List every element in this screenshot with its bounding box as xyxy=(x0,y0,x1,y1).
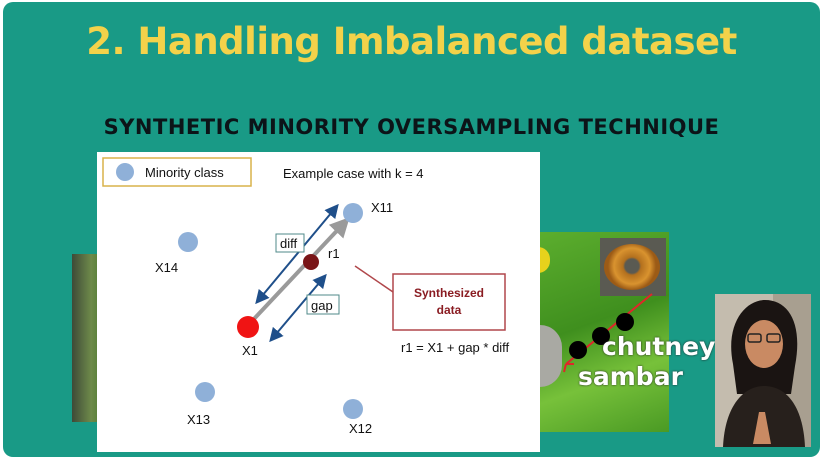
chutney-label: chutney xyxy=(602,332,716,361)
synth-callout-line xyxy=(354,265,394,293)
point-x12 xyxy=(343,399,363,419)
black-dot-1 xyxy=(569,341,587,359)
legend-minority-marker xyxy=(116,163,134,181)
point-x14-label: X14 xyxy=(155,260,178,275)
glasses-left xyxy=(747,333,762,343)
point-x1 xyxy=(237,316,259,338)
point-x14 xyxy=(178,232,198,252)
gap-label-box xyxy=(306,294,340,315)
synth-line1: Synthesized xyxy=(414,286,484,300)
point-x12-label: X12 xyxy=(349,421,372,436)
point-x13-label: X13 xyxy=(187,412,210,427)
synth-line2: data xyxy=(437,303,462,317)
black-dot-2 xyxy=(592,327,610,345)
presenter-figure xyxy=(715,294,811,447)
chutney-sambar-overlay xyxy=(563,293,653,373)
diff-arrow xyxy=(255,203,339,305)
vada-image xyxy=(600,238,666,296)
smote-diagram-panel: Minority class Example case with k = 4 d… xyxy=(97,152,540,452)
sambar-label: sambar xyxy=(578,362,683,391)
slide-title: 2. Handling Imbalanced dataset xyxy=(86,20,737,63)
slide-subtitle: SYNTHETIC MINORITY OVERSAMPLING TECHNIQU… xyxy=(103,115,720,139)
diff-label-box xyxy=(275,233,305,253)
gap-label: gap xyxy=(311,298,333,313)
point-x1-label: X1 xyxy=(242,343,258,358)
legend-label: Minority class xyxy=(145,165,224,180)
glasses-right xyxy=(766,333,781,343)
point-r1-label: r1 xyxy=(328,246,340,261)
lemon-image xyxy=(538,247,550,273)
presenter-webcam xyxy=(715,294,811,447)
point-x13 xyxy=(195,382,215,402)
hands xyxy=(753,412,771,444)
bowl-image xyxy=(540,325,562,387)
synth-callout-box xyxy=(392,273,506,331)
red-pointer-arrowhead xyxy=(563,363,574,373)
gap-arrow xyxy=(269,273,327,343)
point-x11 xyxy=(343,203,363,223)
black-dot-3 xyxy=(616,313,634,331)
face xyxy=(745,320,783,368)
formula: r1 = X1 + gap * diff xyxy=(401,340,510,355)
smote-diagram: Minority class Example case with k = 4 d… xyxy=(102,157,510,436)
example-caption: Example case with k = 4 xyxy=(283,166,424,181)
point-x11-label: X11 xyxy=(371,200,393,215)
point-r1 xyxy=(303,254,319,270)
diff-label: diff xyxy=(280,236,297,251)
vada-donut xyxy=(604,244,660,290)
